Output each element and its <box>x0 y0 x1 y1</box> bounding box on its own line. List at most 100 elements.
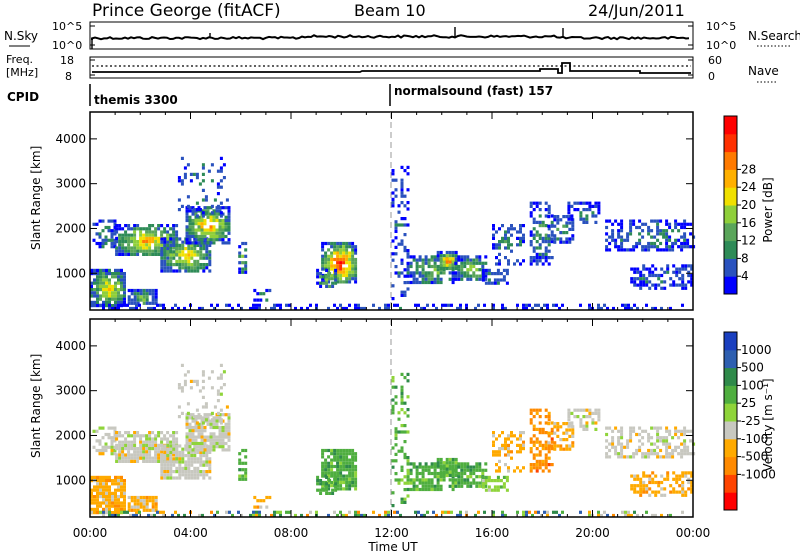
power-cell <box>594 214 598 218</box>
velocity-cell <box>111 479 114 483</box>
power-cell <box>215 215 219 219</box>
velocity-cell <box>336 513 339 518</box>
power-cell <box>394 265 398 269</box>
power-cell <box>605 225 609 230</box>
power-cell <box>678 277 682 281</box>
power-cell <box>535 230 539 234</box>
velocity-cell <box>409 478 413 482</box>
velocity-cell <box>645 484 649 488</box>
velocity-cell <box>683 442 687 446</box>
velocity-cell <box>529 466 533 470</box>
velocity-cell <box>191 419 195 423</box>
velocity-cell <box>319 488 323 492</box>
velocity-cell <box>145 459 149 463</box>
power-cell <box>550 230 554 234</box>
power-cell <box>163 247 167 251</box>
velocity-cell <box>680 429 684 433</box>
power-cell <box>351 270 355 274</box>
power-cell <box>475 255 479 259</box>
velocity-cell <box>187 470 191 474</box>
velocity-cell <box>205 457 209 461</box>
velocity-cell <box>148 499 152 503</box>
velocity-cell <box>499 479 503 483</box>
power-cell <box>139 230 143 234</box>
power-cell <box>117 300 120 304</box>
power-cell <box>620 248 624 252</box>
power-cell <box>451 260 455 264</box>
velocity-cell <box>351 471 355 475</box>
power-cell <box>252 303 255 307</box>
velocity-cell <box>430 484 434 488</box>
velocity-cell <box>177 383 181 387</box>
velocity-cell <box>553 447 557 451</box>
colorbar-cell <box>724 349 737 369</box>
velocity-cell <box>513 434 516 438</box>
velocity-cell <box>336 474 340 478</box>
power-cell <box>630 277 634 281</box>
velocity-cell <box>481 485 485 489</box>
power-cell <box>439 266 443 271</box>
velocity-cell <box>579 421 583 425</box>
velocity-cell <box>151 440 155 444</box>
velocity-cell <box>113 448 117 453</box>
velocity-cell <box>285 510 288 514</box>
power-cells <box>90 156 696 311</box>
velocity-cell <box>487 488 491 492</box>
velocity-cell <box>228 510 231 514</box>
velocity-cell <box>121 434 125 438</box>
power-cell <box>529 256 533 260</box>
power-cell <box>339 277 343 281</box>
velocity-cell <box>466 468 470 472</box>
velocity-cell <box>330 471 334 475</box>
velocity-cell <box>605 445 609 449</box>
power-cell <box>339 241 343 246</box>
velocity-cell <box>403 497 407 501</box>
velocity-cell <box>123 479 126 483</box>
velocity-cell <box>561 510 564 514</box>
power-cell <box>133 224 137 228</box>
velocity-cell <box>336 452 340 456</box>
power-cell <box>90 288 93 292</box>
power-cell <box>139 243 143 247</box>
velocity-cell <box>348 468 352 472</box>
velocity-cell <box>166 473 170 477</box>
velocity-cell <box>336 480 340 485</box>
power-cell <box>90 281 93 285</box>
power-cell <box>495 230 498 234</box>
velocity-cell <box>541 463 545 467</box>
velocity-cell <box>108 501 111 505</box>
power-cell <box>636 283 640 287</box>
power-cell <box>96 281 99 285</box>
velocity-cell <box>675 474 679 478</box>
power-cell <box>142 240 146 244</box>
velocity-cell <box>181 466 185 470</box>
velocity-cell <box>206 422 210 426</box>
power-cell <box>451 274 455 278</box>
power-cell <box>163 263 167 267</box>
power-cell <box>656 248 660 252</box>
power-cell <box>221 218 225 223</box>
power-cell <box>435 306 438 311</box>
velocity-cell <box>450 510 453 514</box>
velocity-cell <box>417 510 420 514</box>
velocity-cell <box>321 474 325 478</box>
velocity-cell <box>406 379 410 383</box>
velocity-cell <box>203 416 207 420</box>
power-cell <box>541 240 545 244</box>
power-cell <box>327 264 331 268</box>
velocity-cell <box>195 408 199 412</box>
velocity-cell <box>387 513 390 518</box>
power-cell <box>147 306 150 311</box>
colorbar-cell <box>724 222 737 242</box>
power-cell <box>345 245 349 249</box>
power-cell <box>683 219 687 223</box>
power-cell <box>535 252 539 256</box>
power-cell <box>442 263 446 267</box>
power-cell <box>212 234 216 239</box>
velocity-cell <box>666 471 670 475</box>
velocity-cell <box>216 411 220 415</box>
colorbar-cell <box>724 456 737 475</box>
velocity-cell <box>336 468 340 472</box>
power-cell <box>169 263 173 267</box>
power-cell <box>101 238 105 242</box>
